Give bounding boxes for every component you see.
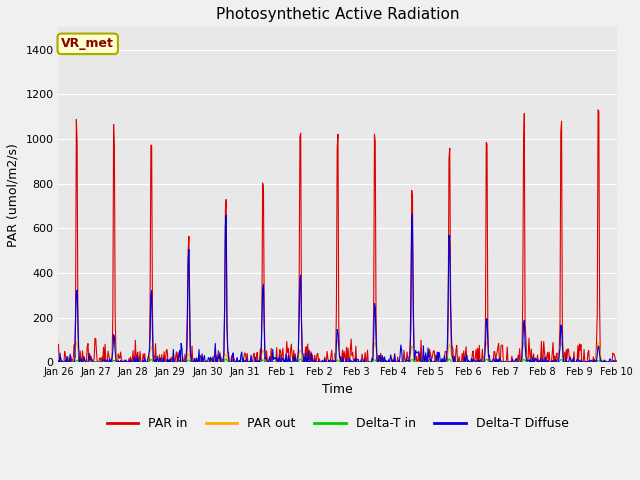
PAR in: [123, 359, 131, 364]
Delta-T Diffuse: [613, 359, 621, 365]
Text: VR_met: VR_met: [61, 37, 114, 50]
Line: Delta-T Diffuse: Delta-T Diffuse: [58, 214, 617, 362]
PAR out: [424, 359, 431, 365]
Delta-T in: [613, 359, 621, 365]
PAR in: [180, 359, 188, 365]
PAR in: [56, 359, 63, 365]
Title: Photosynthetic Active Radiation: Photosynthetic Active Radiation: [216, 7, 460, 22]
Delta-T in: [179, 359, 186, 365]
Delta-T in: [222, 356, 230, 362]
Line: PAR in: PAR in: [58, 110, 617, 362]
Line: Delta-T in: Delta-T in: [58, 359, 617, 362]
PAR in: [209, 353, 217, 359]
Delta-T in: [422, 359, 430, 365]
PAR in: [613, 358, 621, 364]
PAR in: [594, 107, 602, 113]
X-axis label: Time: Time: [322, 383, 353, 396]
Delta-T Diffuse: [56, 359, 63, 365]
Delta-T Diffuse: [209, 359, 217, 365]
Delta-T in: [65, 359, 72, 365]
Delta-T Diffuse: [424, 359, 431, 365]
Delta-T in: [54, 359, 62, 365]
PAR in: [65, 359, 73, 365]
PAR out: [334, 338, 342, 344]
Line: PAR out: PAR out: [58, 341, 617, 362]
PAR out: [65, 359, 72, 365]
Delta-T in: [122, 359, 130, 365]
PAR in: [54, 341, 62, 347]
PAR out: [613, 359, 621, 365]
Delta-T in: [209, 359, 216, 365]
PAR out: [209, 359, 217, 365]
Y-axis label: PAR (umol/m2/s): PAR (umol/m2/s): [7, 143, 20, 247]
Delta-T Diffuse: [406, 350, 414, 356]
Delta-T Diffuse: [65, 359, 73, 365]
PAR out: [166, 359, 174, 365]
PAR in: [422, 355, 430, 360]
PAR in: [406, 343, 414, 349]
PAR out: [407, 347, 415, 353]
Delta-T Diffuse: [54, 358, 62, 364]
PAR out: [180, 359, 188, 365]
Legend: PAR in, PAR out, Delta-T in, Delta-T Diffuse: PAR in, PAR out, Delta-T in, Delta-T Dif…: [102, 412, 573, 435]
Delta-T Diffuse: [180, 359, 188, 365]
PAR out: [122, 359, 130, 365]
Delta-T Diffuse: [408, 211, 415, 217]
Delta-T in: [406, 359, 414, 364]
Delta-T Diffuse: [123, 359, 131, 365]
PAR out: [54, 359, 62, 365]
